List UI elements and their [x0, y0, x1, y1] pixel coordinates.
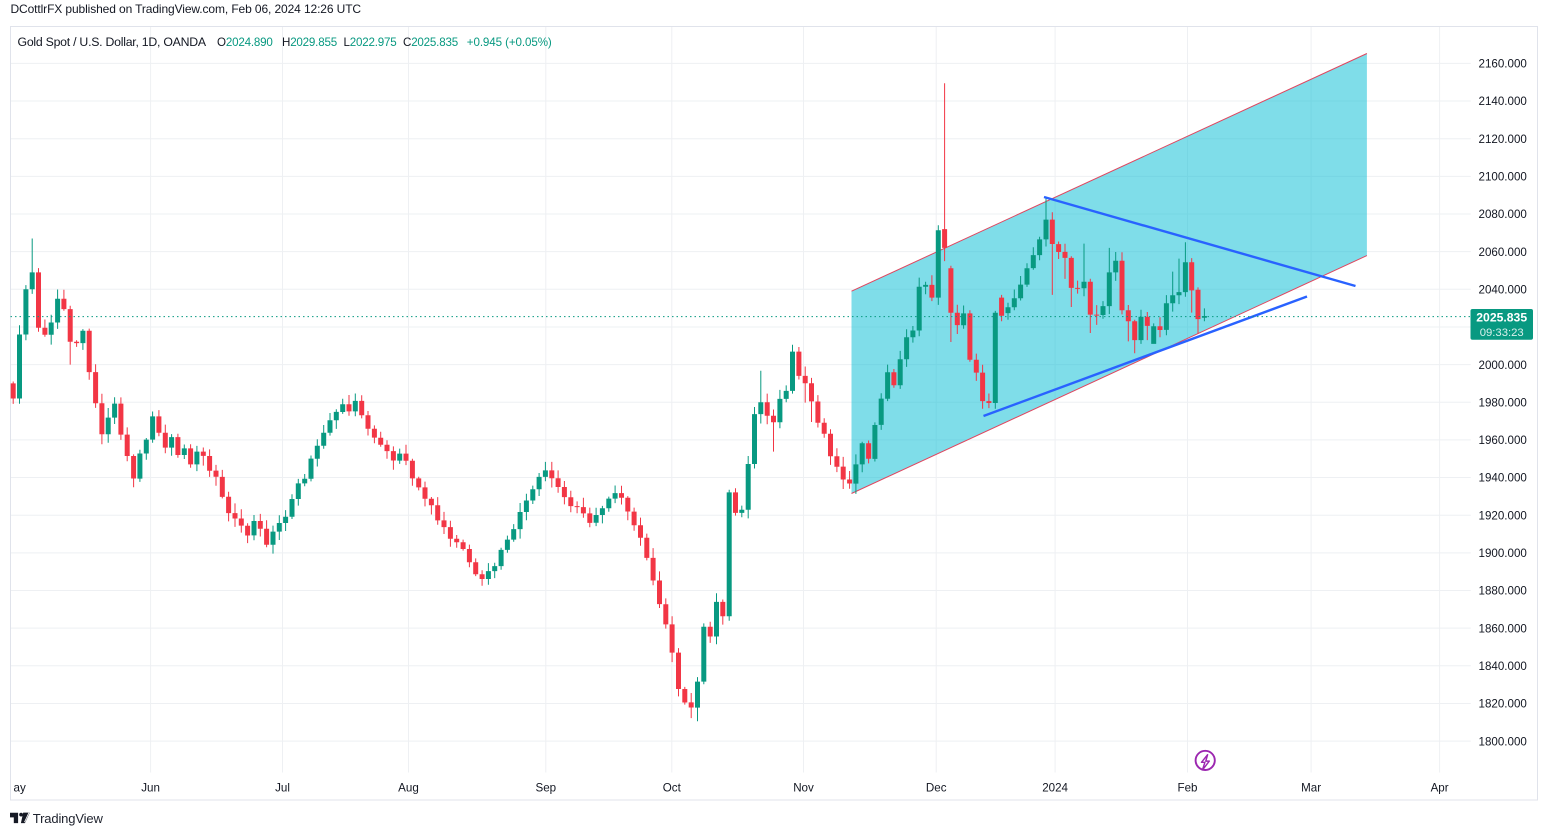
- svg-text:Mar: Mar: [1301, 782, 1321, 795]
- svg-text:Oct: Oct: [663, 782, 682, 795]
- svg-text:1960.000: 1960.000: [1479, 434, 1527, 447]
- svg-text:Nov: Nov: [793, 782, 814, 795]
- svg-text:2160.000: 2160.000: [1479, 58, 1527, 71]
- svg-text:Sep: Sep: [535, 782, 556, 795]
- svg-text:1860.000: 1860.000: [1479, 622, 1527, 635]
- svg-text:2060.000: 2060.000: [1479, 246, 1527, 259]
- svg-text:Feb: Feb: [1178, 782, 1198, 795]
- svg-text:TradingView: TradingView: [33, 811, 104, 826]
- svg-text:+0.945 (+0.05%): +0.945 (+0.05%): [467, 36, 552, 49]
- svg-text:Gold Spot / U.S. Dollar, 1D, O: Gold Spot / U.S. Dollar, 1D, OANDA: [18, 35, 207, 49]
- svg-text:C2025.835: C2025.835: [403, 36, 458, 49]
- svg-text:Dec: Dec: [926, 782, 947, 795]
- svg-text:Apr: Apr: [1431, 782, 1449, 795]
- svg-text:Aug: Aug: [398, 782, 419, 795]
- svg-text:ay: ay: [14, 782, 26, 795]
- svg-text:O2024.890: O2024.890: [217, 36, 273, 49]
- svg-text:1920.000: 1920.000: [1479, 509, 1527, 522]
- svg-text:L2022.975: L2022.975: [344, 36, 397, 49]
- svg-text:09:33:23: 09:33:23: [1480, 327, 1524, 339]
- svg-text:2040.000: 2040.000: [1479, 284, 1527, 297]
- svg-text:1800.000: 1800.000: [1479, 735, 1527, 748]
- svg-text:DCottlrFX published on Trading: DCottlrFX published on TradingView.com, …: [11, 2, 362, 16]
- svg-text:2140.000: 2140.000: [1479, 95, 1527, 108]
- svg-text:1900.000: 1900.000: [1479, 547, 1527, 560]
- svg-text:1980.000: 1980.000: [1479, 396, 1527, 409]
- svg-text:H2029.855: H2029.855: [282, 36, 337, 49]
- svg-text:2100.000: 2100.000: [1479, 171, 1527, 184]
- svg-text:Jun: Jun: [141, 782, 160, 795]
- svg-text:Jul: Jul: [275, 782, 290, 795]
- svg-text:2080.000: 2080.000: [1479, 208, 1527, 221]
- svg-text:2024: 2024: [1042, 782, 1068, 795]
- svg-text:2025.835: 2025.835: [1476, 311, 1527, 325]
- svg-text:2120.000: 2120.000: [1479, 133, 1527, 146]
- svg-text:1940.000: 1940.000: [1479, 472, 1527, 485]
- svg-text:2000.000: 2000.000: [1479, 359, 1527, 372]
- svg-text:1840.000: 1840.000: [1479, 660, 1527, 673]
- svg-text:1820.000: 1820.000: [1479, 698, 1527, 711]
- svg-text:1880.000: 1880.000: [1479, 585, 1527, 598]
